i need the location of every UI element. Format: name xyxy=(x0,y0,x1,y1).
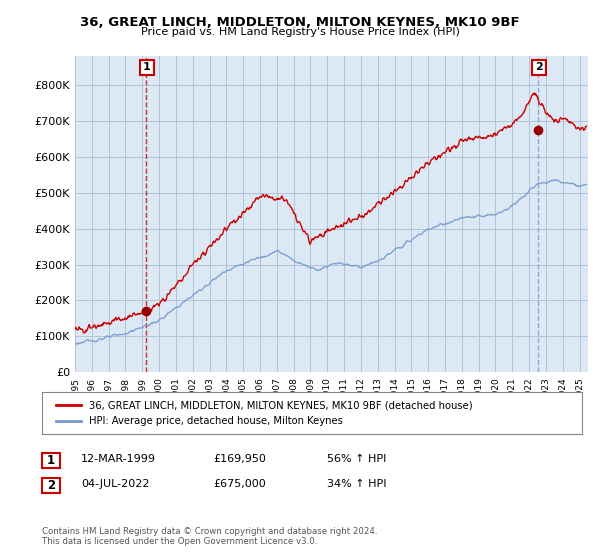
Text: 36, GREAT LINCH, MIDDLETON, MILTON KEYNES, MK10 9BF: 36, GREAT LINCH, MIDDLETON, MILTON KEYNE… xyxy=(80,16,520,29)
Text: 34% ↑ HPI: 34% ↑ HPI xyxy=(327,479,386,489)
Text: Price paid vs. HM Land Registry's House Price Index (HPI): Price paid vs. HM Land Registry's House … xyxy=(140,27,460,37)
Text: Contains HM Land Registry data © Crown copyright and database right 2024.
This d: Contains HM Land Registry data © Crown c… xyxy=(42,526,377,546)
Text: 12-MAR-1999: 12-MAR-1999 xyxy=(81,454,156,464)
Text: 2: 2 xyxy=(47,479,55,492)
Legend: 36, GREAT LINCH, MIDDLETON, MILTON KEYNES, MK10 9BF (detached house), HPI: Avera: 36, GREAT LINCH, MIDDLETON, MILTON KEYNE… xyxy=(52,396,477,430)
Text: £675,000: £675,000 xyxy=(213,479,266,489)
Text: 2: 2 xyxy=(535,62,543,72)
Text: 1: 1 xyxy=(143,62,151,72)
Text: £169,950: £169,950 xyxy=(213,454,266,464)
Text: 1: 1 xyxy=(47,454,55,467)
Text: 04-JUL-2022: 04-JUL-2022 xyxy=(81,479,149,489)
Text: 56% ↑ HPI: 56% ↑ HPI xyxy=(327,454,386,464)
